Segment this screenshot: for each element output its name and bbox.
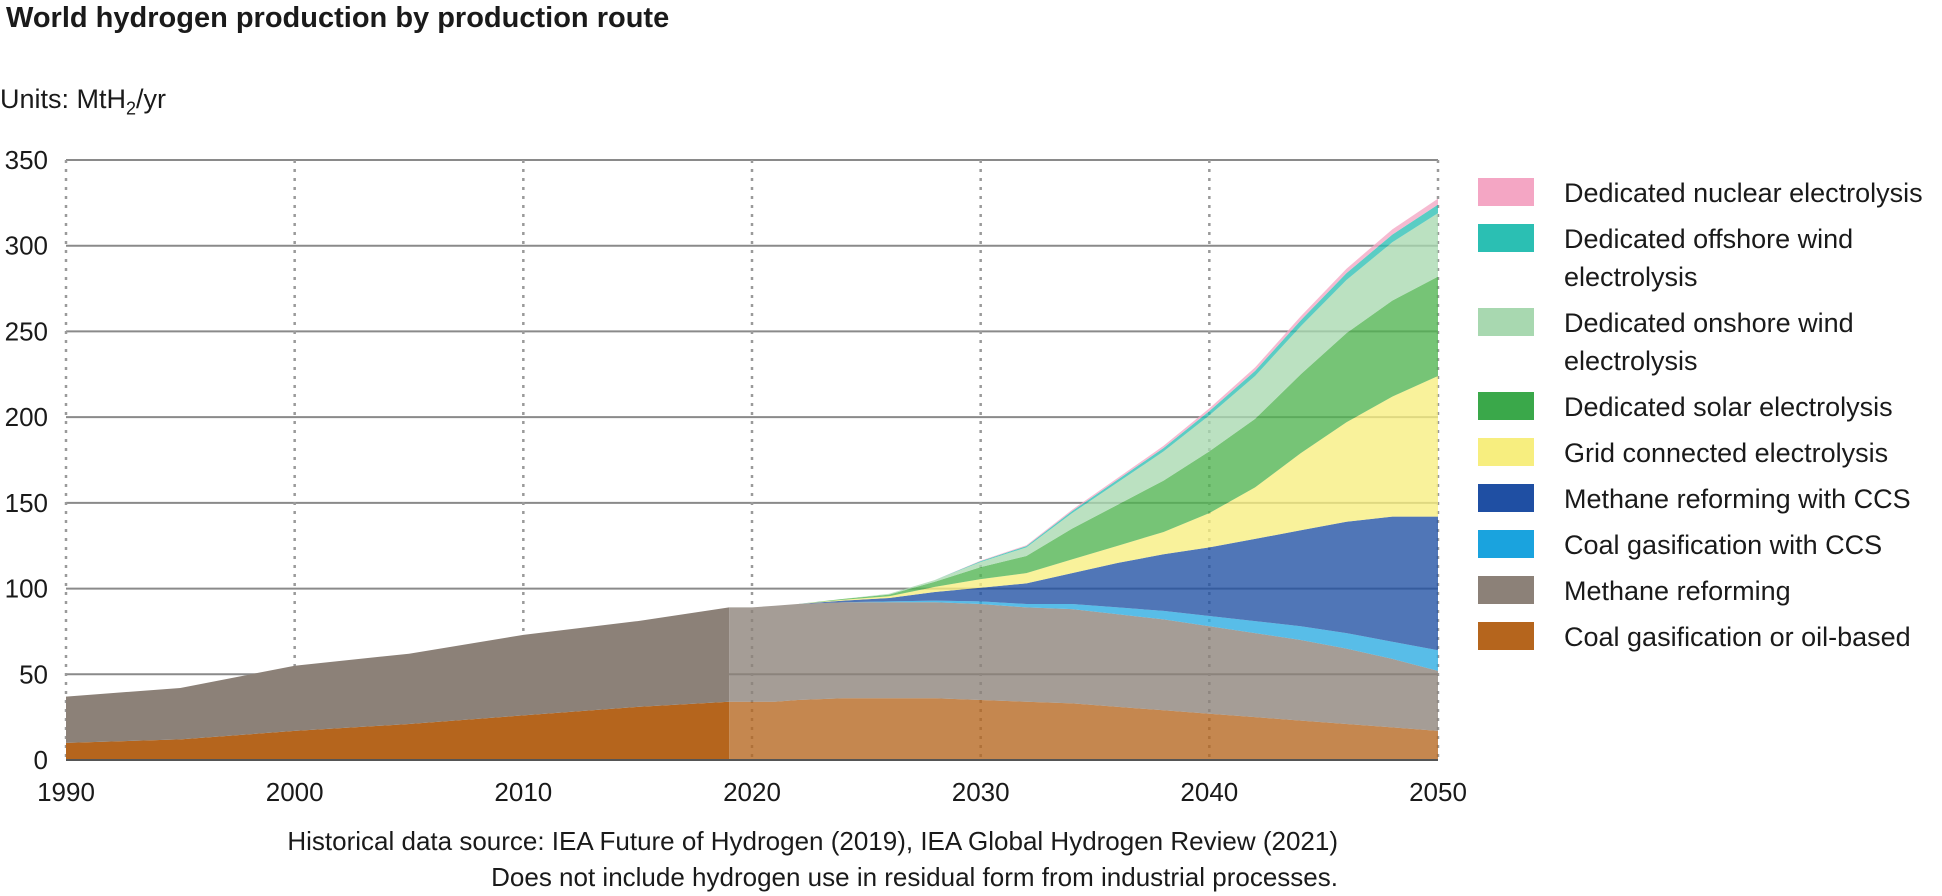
- legend-swatch: [1478, 178, 1534, 206]
- x-tick-label: 2020: [723, 777, 781, 807]
- y-tick-label: 250: [5, 316, 48, 346]
- axes: 0 50 100 150 200 250 300 350 1990 2000 2010 2020 203…: [5, 145, 1467, 807]
- footnote-source: Historical data source: IEA Future of Hy…: [287, 826, 1338, 856]
- legend-swatch: [1478, 308, 1534, 336]
- legend-item: Methane reforming with CCS: [1478, 480, 1938, 518]
- area-methane-reforming: [729, 602, 1438, 731]
- y-tick-label: 200: [5, 402, 48, 432]
- legend-label: Dedicated solar electrolysis: [1564, 392, 1893, 422]
- y-tick-label: 0: [34, 745, 48, 775]
- legend-swatch: [1478, 576, 1534, 604]
- x-tick-label: 2000: [266, 777, 324, 807]
- legend-swatch: [1478, 224, 1534, 252]
- legend-item: Dedicated offshore wind electrolysis: [1478, 220, 1938, 296]
- x-tick-label: 2030: [952, 777, 1010, 807]
- y-tick-label: 50: [19, 659, 48, 689]
- footnote-note: Does not include hydrogen use in residua…: [491, 862, 1338, 892]
- legend-label: Methane reforming: [1564, 576, 1791, 606]
- legend-label: Dedicated onshore wind electrolysis: [1564, 308, 1854, 376]
- y-tick-label: 350: [5, 145, 48, 175]
- area-methane-reforming-with-ccs: [729, 516, 1438, 651]
- x-tick-label: 2040: [1180, 777, 1238, 807]
- legend-label: Coal gasification with CCS: [1564, 530, 1883, 560]
- legend-item: Grid connected electrolysis: [1478, 434, 1938, 472]
- units-subscript: 2: [126, 98, 137, 119]
- legend-label: Dedicated offshore wind electrolysis: [1564, 224, 1854, 292]
- area-historical-methane-reforming: [66, 607, 730, 743]
- units-suffix: /yr: [136, 84, 167, 114]
- x-tick-label: 2050: [1409, 777, 1467, 807]
- legend-swatch: [1478, 392, 1534, 420]
- x-tick-label: 2010: [494, 777, 552, 807]
- x-tick-label: 1990: [37, 777, 95, 807]
- area-grid-connected-electrolysis: [729, 376, 1438, 608]
- legend-swatch: [1478, 484, 1534, 512]
- area-historical-coal-gasification-or-oil-based: [66, 701, 730, 760]
- chart-title: World hydrogen production by production …: [6, 2, 670, 34]
- legend-label: Grid connected electrolysis: [1564, 438, 1889, 468]
- legend-swatch: [1478, 438, 1534, 466]
- stacked-areas: [66, 198, 1438, 760]
- area-dedicated-solar-electrolysis: [729, 276, 1438, 608]
- area-coal-gasification-with-ccs: [729, 600, 1438, 671]
- legend-label: Dedicated nuclear electrolysis: [1564, 178, 1923, 208]
- legend: Dedicated nuclear electrolysis Dedicated …: [1478, 174, 1938, 664]
- legend-item: Coal gasification or oil-based: [1478, 618, 1938, 656]
- legend-label: Coal gasification or oil-based: [1564, 622, 1911, 652]
- legend-item: Methane reforming: [1478, 572, 1938, 610]
- legend-item: Dedicated solar electrolysis: [1478, 388, 1938, 426]
- y-tick-label: 300: [5, 231, 48, 261]
- legend-label: Methane reforming with CCS: [1564, 484, 1911, 514]
- y-tick-label: 100: [5, 574, 48, 604]
- units-prefix: Units: MtH: [0, 84, 127, 114]
- legend-item: Dedicated onshore wind electrolysis: [1478, 304, 1938, 380]
- legend-swatch: [1478, 530, 1534, 558]
- y-tick-label: 150: [5, 488, 48, 518]
- area-coal-gasification-or-oil-based: [729, 698, 1438, 760]
- units-label: Units: MtH2/yr: [0, 84, 166, 119]
- legend-swatch: [1478, 622, 1534, 650]
- legend-item: Coal gasification with CCS: [1478, 526, 1938, 564]
- legend-item: Dedicated nuclear electrolysis: [1478, 174, 1938, 212]
